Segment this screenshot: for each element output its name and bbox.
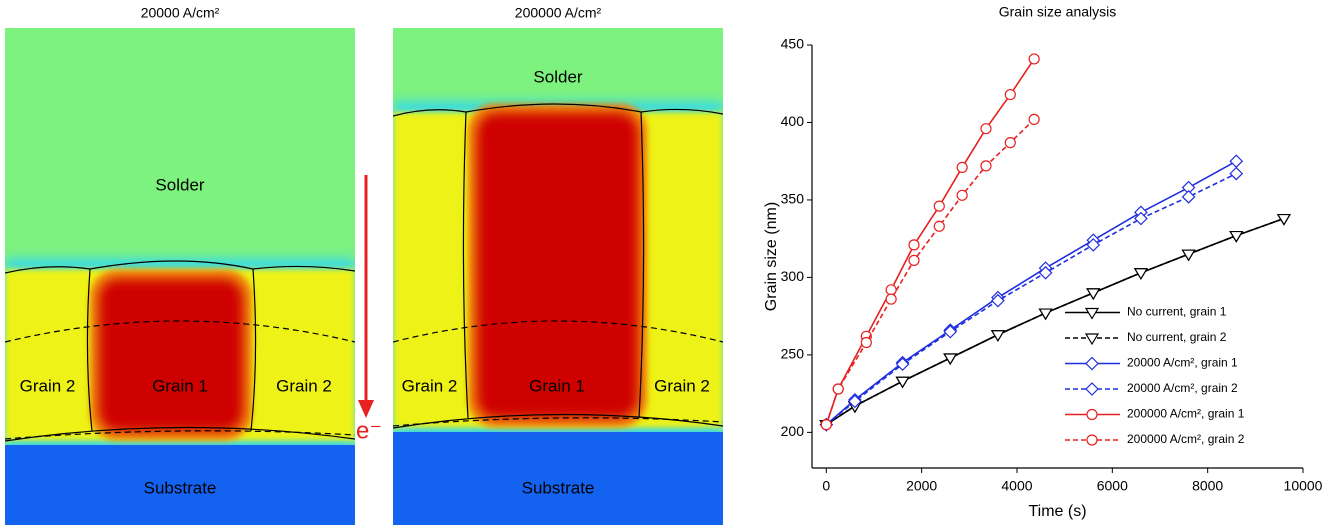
y-tick-label: 300 [781,268,805,284]
grain-boundary [5,426,355,442]
y-tick-label: 450 [781,36,805,52]
data-point [860,336,872,349]
x-tick-label: 0 [822,478,830,494]
legend-label: 200000 A/cm², grain 1 [1127,407,1245,421]
data-point [820,419,832,431]
data-point [956,161,968,174]
data-point [832,383,844,395]
legend-marker [1085,356,1099,371]
data-point [1086,288,1101,301]
x-tick-label: 6000 [1097,478,1128,494]
data-point [1028,53,1040,65]
legend-marker [1084,307,1100,320]
data-point [990,330,1005,342]
data-point [1004,137,1016,149]
series-line [825,217,1285,426]
data-point [908,239,920,251]
data-point [895,357,910,372]
substrate-region [393,432,723,525]
data-point [1086,238,1101,252]
data-point [980,123,992,135]
y-tick-label: 400 [781,113,805,129]
panel-title: 20000 A/cm² [141,5,220,21]
grain-boundary [5,260,355,274]
region-label: Solder [533,67,582,86]
series-line [825,118,1035,425]
data-point [1028,113,1040,125]
series-line [825,160,1237,426]
data-point [1276,213,1291,226]
initial-boundary [393,320,723,427]
initial-boundary [5,320,355,440]
current-arrow-head [358,400,374,418]
data-point [895,376,910,389]
region-label: Substrate [522,478,595,497]
y-tick-label: 250 [781,346,805,362]
legend-marker [1086,408,1098,421]
data-point [1038,308,1053,321]
data-point [991,293,1005,308]
data-point [908,254,920,266]
data-point [933,220,945,232]
y-axis-label: Grain size (nm) [763,202,780,311]
legend-marker [1085,382,1099,396]
legend-label: No current, grain 1 [1127,305,1227,319]
region-label: Grain 2 [20,376,76,395]
region-label: Substrate [144,478,217,497]
grain-core [476,112,639,419]
region-label: Grain 2 [654,376,710,395]
grain-boundary [393,103,723,117]
series-line [825,58,1035,425]
x-tick-label: 4000 [1001,478,1032,494]
legend-label: 20000 A/cm², grain 1 [1127,356,1238,370]
grain-core [98,278,244,432]
grain-boundary [462,111,645,419]
data-point [943,324,958,339]
data-point [933,200,945,212]
panel-title: 200000 A/cm² [515,5,602,21]
x-tick-label: 8000 [1192,478,1223,494]
legend-label: No current, grain 2 [1127,330,1227,344]
y-tick-label: 200 [781,423,805,439]
grain-boundary [393,413,723,429]
data-point [1133,268,1148,280]
legend-marker [1084,333,1100,346]
data-point [1181,249,1196,262]
data-point [956,189,968,201]
substrate-region [5,445,355,525]
data-point [1229,230,1244,243]
legend-marker [1086,434,1098,446]
data-point [980,160,992,172]
data-point [943,353,958,366]
x-tick-label: 2000 [906,478,937,494]
grain-boundary [86,268,257,432]
simulation-panels: 20000 A/cm² Solder Grain 2 Grain 1 Grain 2 Su… [5,5,723,525]
data-point [885,293,897,305]
legend-label: 200000 A/cm², grain 2 [1127,432,1245,446]
data-point [1229,166,1244,181]
region-label: Grain 1 [529,376,585,395]
simulation-panel [393,28,723,525]
electron-label: e⁻ [356,417,382,444]
region-label: Solder [155,175,204,194]
y-tick-label: 350 [781,191,805,207]
region-label: Grain 2 [276,376,332,395]
data-point [1229,154,1244,169]
simulation-panel [5,28,355,525]
chart-title: Grain size analysis [999,4,1117,20]
data-point [1181,189,1196,204]
legend-label: 20000 A/cm², grain 2 [1127,381,1238,395]
data-point [1134,211,1148,226]
x-tick-label: 10000 [1284,478,1323,494]
data-point [1038,265,1053,280]
series-line [825,172,1237,426]
region-label: Grain 1 [152,376,208,395]
data-point [1004,88,1016,101]
region-label: Grain 2 [402,376,458,395]
chart: Grain size analysis Time (s) Grain size (n… [763,4,1322,521]
data-point [848,394,862,409]
x-axis-label: Time (s) [1028,503,1086,520]
